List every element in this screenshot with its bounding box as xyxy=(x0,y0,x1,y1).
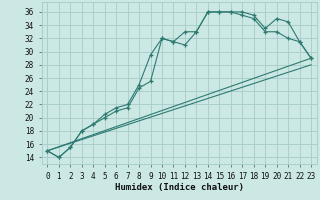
X-axis label: Humidex (Indice chaleur): Humidex (Indice chaleur) xyxy=(115,183,244,192)
